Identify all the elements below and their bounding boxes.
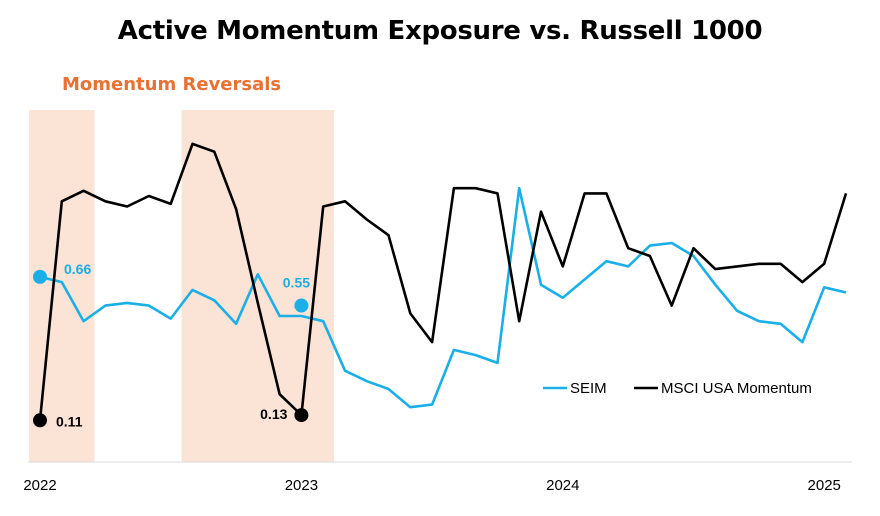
highlight-label-4: 0.13 (260, 406, 287, 422)
highlight-label-3: 0.55 (283, 275, 310, 291)
shaded-region-2 (181, 110, 335, 462)
highlight-point-1 (33, 269, 47, 284)
highlight-points: 0.66 0.11 0.55 0.13 (33, 261, 310, 429)
highlight-point-3 (294, 298, 309, 313)
legend-label-1: SEIM (570, 380, 607, 397)
highlight-point-2 (33, 413, 47, 428)
series-line-msci-usa-momentum (38, 142, 848, 421)
x-tick-label-2022: 2022 (23, 477, 56, 494)
chart-title: Active Momentum Exposure vs. Russell 100… (117, 16, 763, 46)
x-axis-ticks: 2022 2023 2024 2025 (23, 477, 841, 494)
highlight-point-4 (294, 408, 309, 423)
series-line-seim (39, 186, 847, 409)
x-tick-label-2023: 2023 (285, 477, 318, 494)
series-lines (38, 142, 848, 421)
x-tick-label-2024: 2024 (546, 477, 579, 494)
momentum-reversals-annotation: Momentum Reversals (62, 74, 282, 95)
legend: SEIM MSCI USA Momentum (543, 380, 812, 397)
shaded-region-1 (29, 110, 95, 462)
shaded-regions (29, 110, 335, 462)
legend-label-2: MSCI USA Momentum (661, 380, 812, 397)
highlight-label-2: 0.11 (56, 413, 83, 429)
highlight-label-1: 0.66 (64, 261, 91, 277)
x-tick-label-2025: 2025 (808, 477, 841, 494)
